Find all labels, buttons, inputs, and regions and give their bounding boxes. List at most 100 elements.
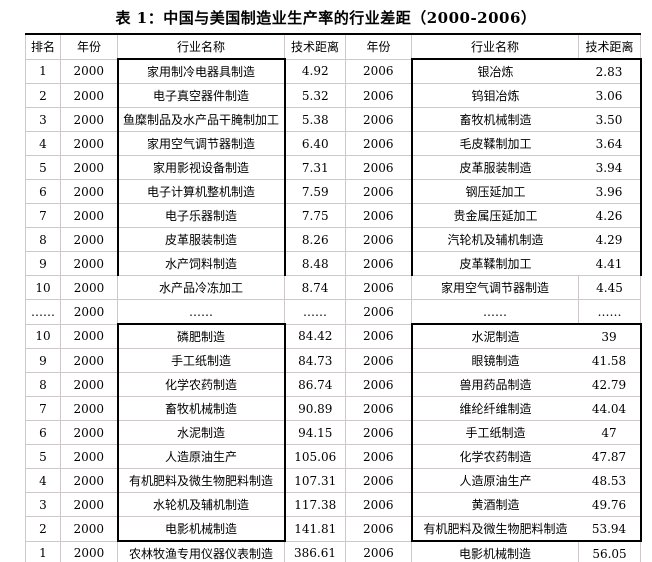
rank-cell: 7 xyxy=(25,203,61,228)
year-left-cell: 2000 xyxy=(60,420,118,445)
industry-left-cell: 畜牧机械制造 xyxy=(116,396,286,421)
industry-right-cell: 钢压延加工 xyxy=(410,179,579,204)
industry-right-cell: …… xyxy=(411,299,579,325)
year-right-cell: 2006 xyxy=(345,396,412,421)
header-industry-left: 行业名称 xyxy=(117,33,285,60)
distance-right-cell: 3.94 xyxy=(578,155,642,180)
industry-left-cell: 磷肥制造 xyxy=(116,323,286,349)
table-row: 2 2000 电子真空器件制造 5.32 2006 钨钼冶炼 3.06 xyxy=(25,83,642,108)
year-right-cell: 2006 xyxy=(345,323,412,349)
distance-right-cell: 3.64 xyxy=(578,131,642,156)
industry-right-cell: 维纶纤维制造 xyxy=(410,396,579,421)
industry-left-cell: 水产饲料制造 xyxy=(116,251,286,276)
year-left-cell: 2000 xyxy=(60,155,118,180)
rank-cell: 1 xyxy=(25,540,61,562)
table-row: 7 2000 电子乐器制造 7.75 2006 贵金属压延加工 4.26 xyxy=(25,203,642,228)
table-row: 10 2000 磷肥制造 84.42 2006 水泥制造 39 xyxy=(25,323,642,349)
year-right-cell: 2006 xyxy=(345,203,412,228)
industry-left-cell: 水产品冷冻加工 xyxy=(117,275,285,300)
distance-right-cell: 4.41 xyxy=(578,251,642,276)
year-right-cell: 2006 xyxy=(345,251,412,276)
year-left-cell: 2000 xyxy=(60,251,118,276)
distance-left-cell: 84.42 xyxy=(284,323,346,349)
year-left-cell: 2000 xyxy=(60,83,118,108)
distance-left-cell: 8.74 xyxy=(284,275,346,300)
distance-left-cell: 86.74 xyxy=(284,372,346,397)
year-right-cell: 2006 xyxy=(345,540,412,562)
year-left-cell: 2000 xyxy=(60,275,118,300)
rank-cell: 1 xyxy=(25,58,61,84)
distance-left-cell: 7.31 xyxy=(284,155,346,180)
year-left-cell: 2000 xyxy=(60,227,118,252)
distance-right-cell: 56.05 xyxy=(578,540,641,562)
table-row: 6 2000 电子计算机整机制造 7.59 2006 钢压延加工 3.96 xyxy=(25,179,642,204)
distance-right-cell: 2.83 xyxy=(578,58,642,84)
header-industry-right: 行业名称 xyxy=(411,33,579,60)
rank-cell: 5 xyxy=(25,444,61,469)
distance-left-cell: 5.32 xyxy=(284,83,346,108)
year-left-cell: 2000 xyxy=(60,107,118,132)
table-row: 6 2000 水泥制造 94.15 2006 手工纸制造 47 xyxy=(25,420,642,445)
industry-left-cell: 电子真空器件制造 xyxy=(116,83,286,108)
industry-left-cell: 家用影视设备制造 xyxy=(116,155,286,180)
year-right-cell: 2006 xyxy=(345,275,412,300)
table-row: 4 2000 有机肥料及微生物肥料制造 107.31 2006 人造原油生产 48.53 xyxy=(25,468,642,493)
year-left-cell: 2000 xyxy=(60,516,118,542)
year-right-cell: 2006 xyxy=(345,131,412,156)
year-right-cell: 2006 xyxy=(345,492,412,517)
rank-cell: 2 xyxy=(25,516,61,542)
industry-right-cell: 家用空气调节器制造 xyxy=(411,275,579,300)
industry-left-cell: 皮革服装制造 xyxy=(116,227,286,252)
distance-left-cell: 5.38 xyxy=(284,107,346,132)
distance-right-cell: 4.45 xyxy=(578,275,641,300)
industry-left-cell: 水泥制造 xyxy=(116,420,286,445)
industry-left-cell: 鱼糜制品及水产品干腌制加工 xyxy=(116,107,286,132)
year-left-cell: 2000 xyxy=(60,492,118,517)
header-rank: 排名 xyxy=(25,33,61,60)
distance-left-cell: 84.73 xyxy=(284,348,346,373)
industry-left-cell: 化学农药制造 xyxy=(116,372,286,397)
industry-right-cell: 水泥制造 xyxy=(410,323,579,349)
distance-left-cell: 117.38 xyxy=(284,492,346,517)
year-right-cell: 2006 xyxy=(345,444,412,469)
table-row: 5 2000 家用影视设备制造 7.31 2006 皮革服装制造 3.94 xyxy=(25,155,642,180)
distance-left-cell: 94.15 xyxy=(284,420,346,445)
rank-cell: 3 xyxy=(25,107,61,132)
year-left-cell: 2000 xyxy=(60,179,118,204)
table-row: 7 2000 畜牧机械制造 90.89 2006 维纶纤维制造 44.04 xyxy=(25,396,642,421)
industry-right-cell: 兽用药品制造 xyxy=(410,372,579,397)
table-row: 8 2000 皮革服装制造 8.26 2006 汽轮机及辅机制造 4.29 xyxy=(25,227,642,252)
distance-right-cell: 44.04 xyxy=(578,396,642,421)
header-year-right: 年份 xyxy=(345,33,412,60)
year-left-cell: 2000 xyxy=(60,396,118,421)
rank-cell: 10 xyxy=(25,323,61,349)
distance-left-cell: 6.40 xyxy=(284,131,346,156)
year-right-cell: 2006 xyxy=(345,516,412,542)
table-row: 3 2000 鱼糜制品及水产品干腌制加工 5.38 2006 畜牧机械制造 3.50 xyxy=(25,107,642,132)
distance-left-cell: 105.06 xyxy=(284,444,346,469)
rank-cell: 4 xyxy=(25,468,61,493)
industry-left-cell: 农林牧渔专用仪器仪表制造 xyxy=(117,540,285,562)
rank-cell: 9 xyxy=(25,251,61,276)
industry-left-cell: 手工纸制造 xyxy=(116,348,286,373)
header-row: 排名 年份 行业名称 技术距离 年份 行业名称 技术距离 xyxy=(25,33,641,60)
industry-left-cell: 家用制冷电器具制造 xyxy=(116,58,286,84)
distance-right-cell: 3.06 xyxy=(578,83,642,108)
year-left-cell: 2000 xyxy=(60,203,118,228)
industry-left-cell: 电子乐器制造 xyxy=(116,203,286,228)
distance-left-cell: 386.61 xyxy=(284,540,346,562)
industry-left-cell: 有机肥料及微生物肥料制造 xyxy=(116,468,286,493)
year-left-cell: 2000 xyxy=(60,468,118,493)
industry-right-cell: 银冶炼 xyxy=(410,58,579,84)
industry-right-cell: 电影机械制造 xyxy=(411,540,579,562)
distance-left-cell: …… xyxy=(284,299,346,325)
industry-left-cell: …… xyxy=(117,299,285,325)
table-row: 9 2000 手工纸制造 84.73 2006 眼镜制造 41.58 xyxy=(25,348,642,373)
industry-right-cell: 皮革服装制造 xyxy=(410,155,579,180)
year-right-cell: 2006 xyxy=(345,58,412,84)
industry-right-cell: 毛皮鞣制加工 xyxy=(410,131,579,156)
rank-cell: 10 xyxy=(25,275,61,300)
year-right-cell: 2006 xyxy=(345,179,412,204)
distance-right-cell: 4.29 xyxy=(578,227,642,252)
distance-left-cell: 4.92 xyxy=(284,58,346,84)
